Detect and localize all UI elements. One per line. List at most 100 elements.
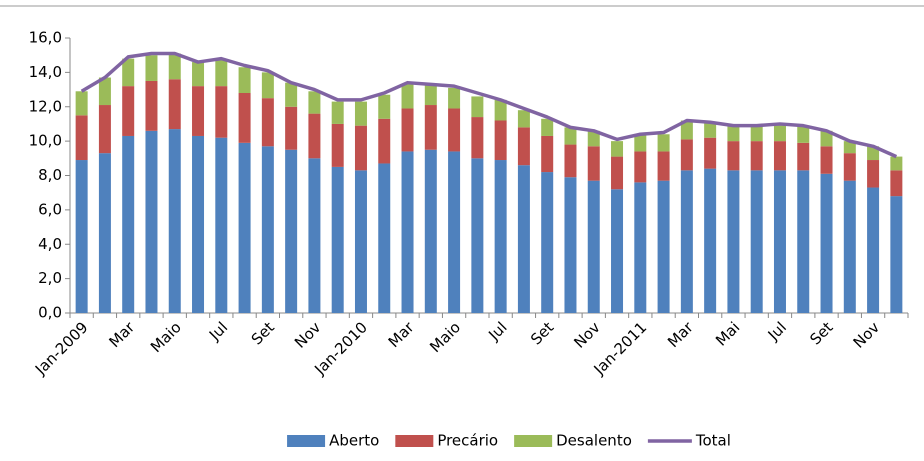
- bar-segment: [820, 130, 833, 147]
- x-tick-label: Set: [248, 318, 278, 348]
- bar-segment: [215, 60, 228, 87]
- bar-segment: [890, 170, 903, 197]
- x-tick-label: Jul: [484, 318, 510, 344]
- bar-segment: [98, 105, 111, 154]
- bar-segment: [75, 115, 88, 161]
- bar-segment: [168, 129, 181, 313]
- bar-segment: [261, 72, 274, 99]
- bar-segment: [704, 168, 717, 313]
- bar-segment: [401, 84, 414, 109]
- bar-segment: [215, 137, 228, 313]
- bar-segment: [378, 163, 391, 313]
- legend-label: Total: [695, 432, 731, 450]
- bar-segment: [541, 172, 554, 313]
- bar-segment: [634, 182, 647, 313]
- x-tick-label: Jul: [764, 318, 790, 344]
- bar-segment: [704, 122, 717, 138]
- bar-segment: [587, 146, 600, 181]
- bar-segment: [331, 123, 344, 167]
- bar-segment: [378, 94, 391, 119]
- bar-segment: [285, 82, 298, 107]
- y-tick-label: 2,0: [38, 269, 62, 287]
- bar-segment: [657, 180, 670, 313]
- bar-segment: [354, 170, 367, 313]
- bar-segment: [168, 79, 181, 130]
- bar-segment: [122, 135, 135, 313]
- bar-segment: [145, 55, 158, 81]
- bar-segment: [424, 105, 437, 150]
- y-tick-label: 10,0: [29, 132, 62, 150]
- bar-segment: [564, 127, 577, 145]
- legend-label: Precário: [437, 432, 498, 450]
- legend-swatch: [514, 435, 553, 447]
- bar-segment: [820, 146, 833, 174]
- bar-segment: [448, 151, 461, 313]
- legend-label: Desalento: [556, 432, 632, 450]
- bar-segment: [238, 142, 251, 313]
- bar-segment: [797, 170, 810, 313]
- bar-segment: [611, 141, 624, 157]
- x-tick-label: Mar: [105, 318, 138, 351]
- bar-segment: [261, 146, 274, 313]
- bar-segment: [238, 93, 251, 143]
- bar-segment: [308, 158, 321, 313]
- bar-segment: [354, 125, 367, 171]
- bar-segment: [75, 91, 88, 116]
- x-tick-label: Jan-2009: [31, 318, 92, 379]
- bar-segment: [890, 196, 903, 313]
- bar-segment: [145, 80, 158, 131]
- bar-segment: [634, 151, 647, 183]
- bar-segment: [657, 134, 670, 152]
- bar-segment: [168, 53, 181, 80]
- bar-segment: [750, 170, 763, 313]
- bar-segment: [448, 108, 461, 152]
- bar-segment: [401, 151, 414, 313]
- bar-segment: [587, 180, 600, 313]
- y-tick-label: 8,0: [38, 166, 62, 184]
- bar-segment: [494, 99, 507, 121]
- bar-segment: [517, 165, 530, 313]
- bar-segment: [773, 170, 786, 313]
- bar-segment: [331, 166, 344, 313]
- bar-segment: [634, 134, 647, 152]
- bar-segment: [727, 141, 740, 171]
- x-tick-label: Mar: [664, 318, 697, 351]
- bar-segment: [145, 130, 158, 313]
- bar-segment: [75, 160, 88, 313]
- bar-segment: [285, 106, 298, 150]
- bar-segment: [308, 91, 321, 114]
- bar-segment: [517, 127, 530, 166]
- legend-label: Aberto: [329, 432, 379, 450]
- bar-segment: [797, 142, 810, 171]
- bar-segment: [773, 123, 786, 142]
- bar-segment: [98, 153, 111, 313]
- bar-segment: [215, 86, 228, 138]
- bar-segment: [401, 108, 414, 152]
- y-tick-label: 4,0: [38, 235, 62, 253]
- bar-segment: [192, 86, 205, 136]
- bar-segment: [657, 151, 670, 181]
- x-tick-label: Nov: [850, 318, 884, 352]
- y-tick-label: 16,0: [29, 29, 62, 47]
- bar-segment: [680, 139, 693, 171]
- bar-segment: [122, 58, 135, 87]
- bar-segment: [797, 125, 810, 143]
- bar-segment: [750, 125, 763, 142]
- bar-segment: [308, 113, 321, 159]
- bar-segment: [727, 170, 740, 313]
- x-tick-label: Maio: [147, 318, 185, 356]
- bar-segment: [587, 130, 600, 147]
- bar-segment: [541, 135, 554, 173]
- bar-segment: [192, 135, 205, 313]
- bar-segment: [494, 160, 507, 313]
- bar-segment: [727, 125, 740, 142]
- legend-swatch: [395, 435, 434, 447]
- bar-segment: [471, 158, 484, 313]
- bar-segment: [192, 62, 205, 87]
- x-tick-label: Jul: [205, 318, 231, 344]
- bar-segment: [611, 189, 624, 313]
- bar-segment: [238, 67, 251, 93]
- x-tick-label: Set: [806, 318, 836, 348]
- bar-segment: [98, 77, 111, 106]
